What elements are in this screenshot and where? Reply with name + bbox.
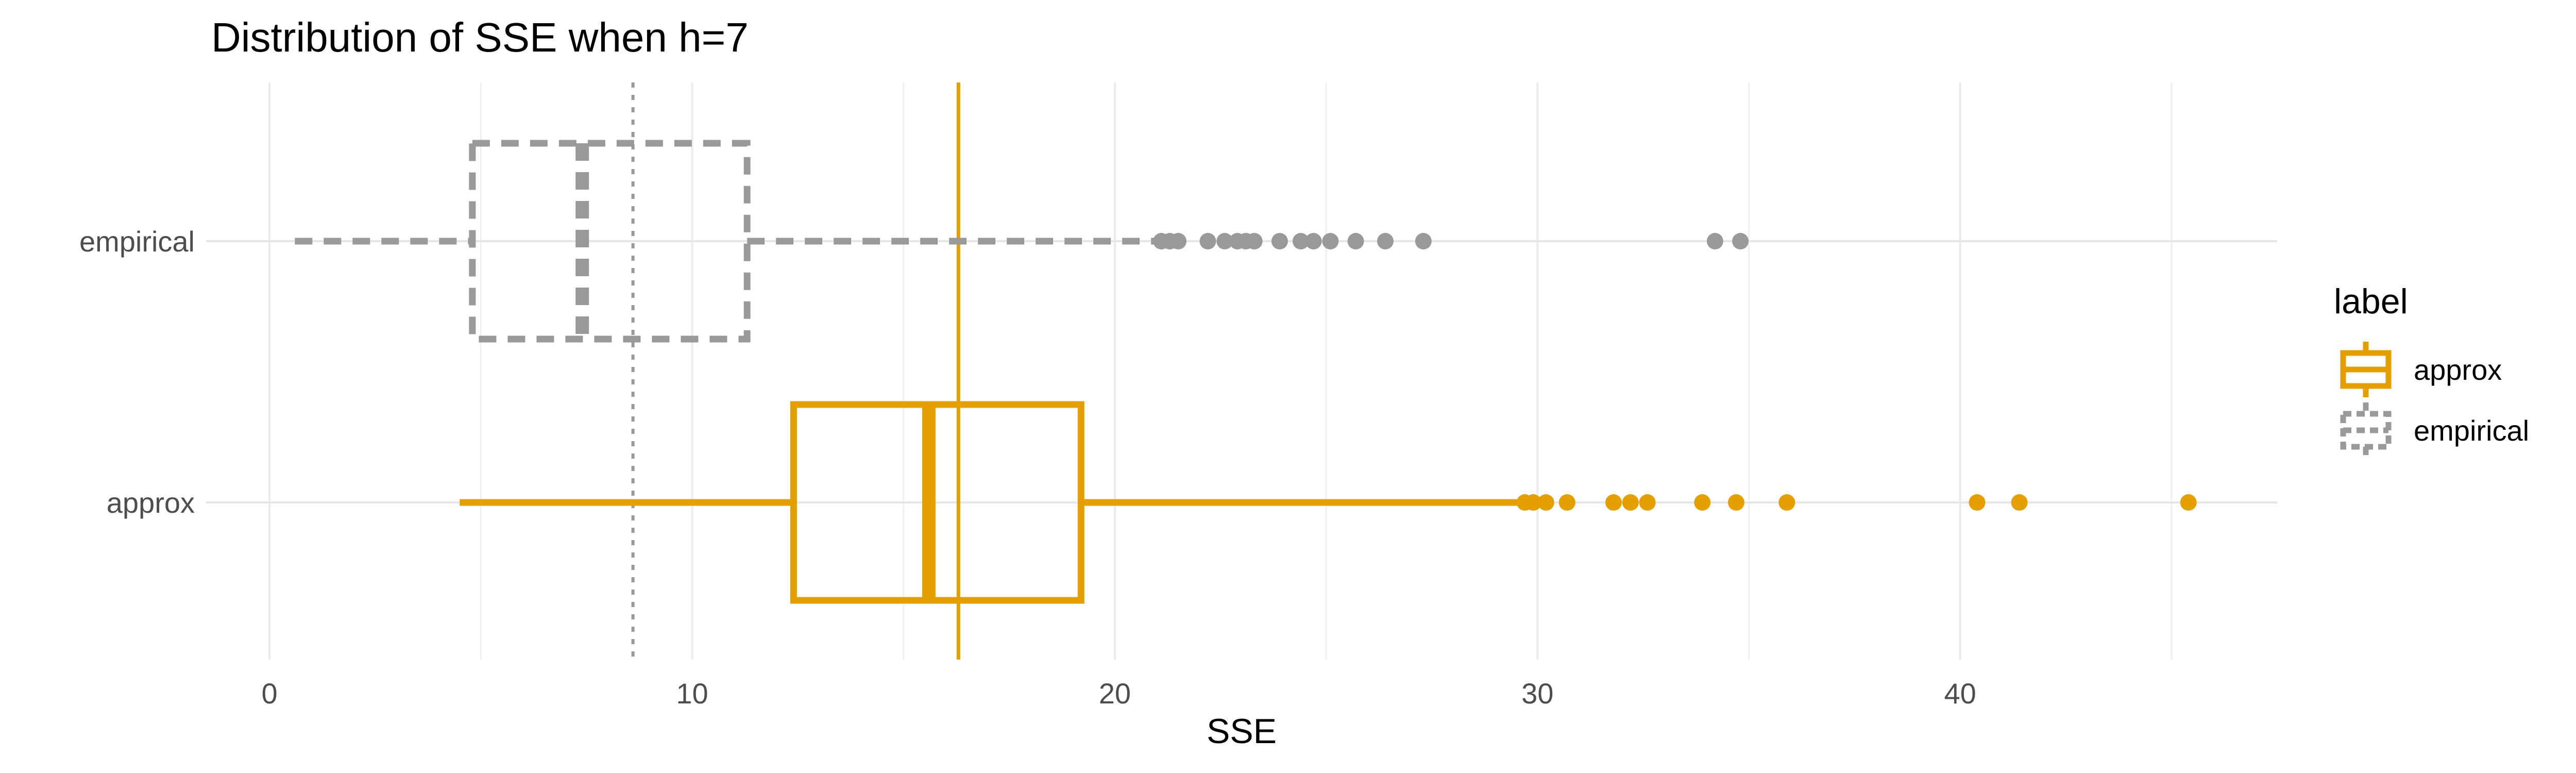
- outlier-point: [1347, 233, 1364, 249]
- outlier-point: [1969, 494, 1986, 511]
- outlier-point: [1216, 233, 1233, 249]
- outlier-point: [1605, 494, 1622, 511]
- x-tick-label: 20: [1099, 677, 1131, 710]
- legend-label: approx: [2414, 354, 2502, 386]
- outlier-point: [1246, 233, 1263, 249]
- outlier-point: [1415, 233, 1432, 249]
- outlier-point: [1199, 233, 1216, 249]
- outlier-point: [1292, 233, 1309, 249]
- boxplot-empirical: [295, 140, 1749, 343]
- grid: [206, 82, 2277, 660]
- outlier-point: [1305, 233, 1322, 249]
- outlier-point: [1732, 233, 1749, 249]
- outlier-point: [1706, 233, 1723, 249]
- outlier-point: [1694, 494, 1711, 511]
- x-tick-label: 0: [261, 677, 277, 710]
- reference-lines: [631, 82, 960, 660]
- outlier-point: [1778, 494, 1795, 511]
- legend: label approx empirical: [2334, 282, 2529, 458]
- legend-key-approx: [2340, 342, 2392, 397]
- y-axis: approx empirical: [79, 225, 195, 519]
- outlier-point: [1622, 494, 1639, 511]
- outlier-point: [1322, 233, 1339, 249]
- outlier-point: [1558, 494, 1575, 511]
- x-tick-label: 30: [1521, 677, 1553, 710]
- y-tick-label: approx: [107, 486, 195, 519]
- legend-label: empirical: [2414, 414, 2529, 447]
- box-iqr: [469, 140, 751, 343]
- x-tick-label: 10: [676, 677, 708, 710]
- outlier-point: [1271, 233, 1288, 249]
- legend-key-empirical: [2340, 402, 2392, 458]
- legend-title: label: [2334, 282, 2408, 321]
- y-tick-label: empirical: [79, 225, 195, 258]
- x-axis-title: SSE: [1207, 712, 1277, 751]
- x-axis: 0 10 20 30 40: [261, 677, 1976, 710]
- outlier-point: [1537, 494, 1554, 511]
- boxplot-approx: [460, 401, 2197, 604]
- outlier-point: [2011, 494, 2028, 511]
- outlier-point: [2180, 494, 2197, 511]
- outlier-point: [1639, 494, 1656, 511]
- outlier-point: [1727, 494, 1744, 511]
- outlier-point: [1377, 233, 1394, 249]
- outlier-point: [1525, 494, 1542, 511]
- x-tick-label: 40: [1944, 677, 1976, 710]
- outlier-point: [1170, 233, 1187, 249]
- box-iqr: [790, 401, 1084, 604]
- chart-title: Distribution of SSE when h=7: [211, 14, 749, 60]
- boxplots: [295, 140, 2197, 604]
